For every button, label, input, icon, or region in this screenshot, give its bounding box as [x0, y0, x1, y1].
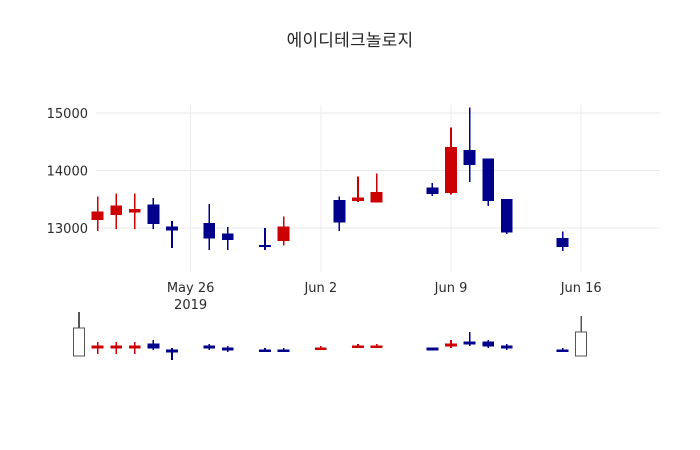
candle-16-body — [500, 198, 513, 233]
lower-candle-8-body — [259, 349, 271, 352]
lower-candle-13-body — [426, 347, 439, 351]
candle-6-body — [221, 233, 234, 240]
x-axis-labels: May 26 2019 Jun 2 Jun 9 Jun 16 — [167, 281, 602, 313]
lower-candle-7-body — [221, 347, 234, 351]
x-tick-label: Jun 16 — [560, 281, 602, 296]
candle-4-body — [166, 226, 178, 231]
lower-candle-9-body — [277, 349, 290, 352]
lower-candle-2-body — [110, 345, 123, 349]
lower-candle-15-body — [463, 341, 476, 345]
candle-8-body — [277, 226, 290, 242]
y-tick-label: 14000 — [47, 165, 88, 180]
main-candle-series — [91, 107, 569, 251]
chart-title: 에이디테크놀로지 — [286, 31, 414, 51]
x-tick-label: Jun 2 — [303, 281, 337, 296]
candle-17-body — [556, 237, 569, 247]
lower-candle-0-body — [73, 327, 85, 357]
lower-candle-6-body — [203, 345, 216, 349]
lower-panel-series — [73, 312, 588, 360]
lower-candle-11-body — [352, 345, 364, 348]
candle-15-body — [482, 158, 495, 201]
x-tick-label: Jun 9 — [434, 281, 468, 296]
lower-candle-10-body — [314, 347, 327, 350]
candle-7-body — [259, 244, 271, 248]
lower-candle-17-body — [500, 345, 513, 349]
candle-5-body — [203, 222, 216, 239]
lower-candle-19-body — [575, 331, 588, 357]
y-tick-label: 15000 — [47, 107, 88, 122]
candle-3-body — [147, 204, 160, 224]
candle-10-body — [352, 197, 364, 201]
candle-2-body — [128, 209, 141, 213]
candle-11-body — [370, 191, 383, 203]
candle-0-body — [91, 211, 104, 220]
x-tick-sublabel: 2019 — [174, 298, 207, 313]
lower-candle-18-body — [556, 349, 569, 352]
y-tick-label: 13000 — [47, 222, 88, 237]
candle-12-body — [426, 187, 439, 194]
candle-1-body — [110, 205, 123, 216]
y-axis-labels: 13000 14000 15000 — [47, 107, 88, 237]
candle-13-body — [445, 147, 457, 193]
lower-candle-1-body — [91, 345, 104, 349]
lower-candle-16-body — [482, 341, 495, 347]
lower-candle-3-body — [128, 345, 141, 349]
lower-candle-14-body — [445, 343, 457, 347]
lower-candle-12-body — [370, 345, 383, 348]
lower-candle-5-body — [166, 349, 178, 353]
lower-candle-4-body — [147, 343, 160, 349]
candle-14-body — [463, 149, 476, 166]
candle-9-body — [333, 199, 346, 223]
grid-layer — [96, 105, 660, 272]
x-tick-label: May 26 — [167, 281, 215, 296]
